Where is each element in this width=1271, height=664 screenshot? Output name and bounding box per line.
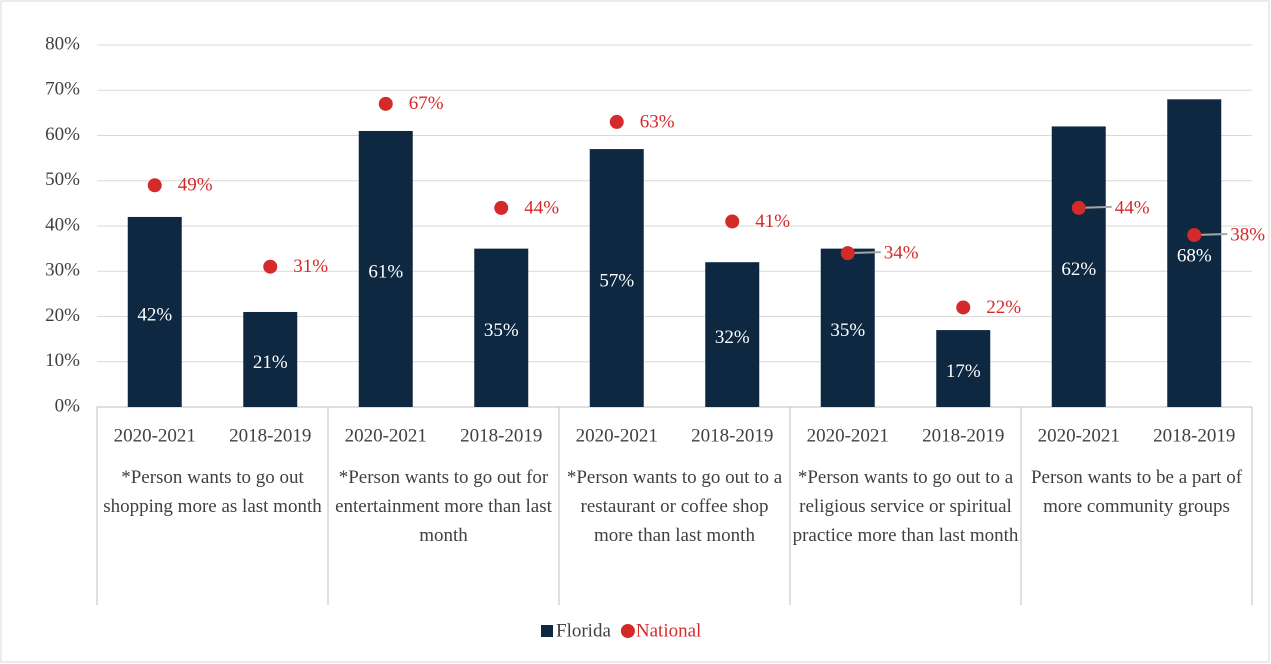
- dot: [494, 200, 509, 215]
- dot: [840, 246, 855, 261]
- bar-label: 61%: [368, 261, 403, 282]
- bar: [1051, 126, 1106, 407]
- bar: [936, 330, 991, 407]
- dot-label: 49%: [178, 175, 213, 196]
- dot-label: 44%: [1115, 197, 1150, 218]
- x-tick-label: 2018-2019: [922, 425, 1004, 446]
- x-tick-label: 2020-2021: [345, 425, 427, 446]
- y-tick-label: 20%: [45, 305, 80, 326]
- legend-label: National: [636, 620, 701, 641]
- y-tick-label: 80%: [45, 33, 80, 54]
- dot: [725, 214, 740, 229]
- y-tick-label: 10%: [45, 350, 80, 371]
- y-tick-label: 50%: [45, 169, 80, 190]
- bar-label: 32%: [715, 327, 750, 348]
- bar-label: 68%: [1177, 246, 1212, 267]
- dot: [378, 96, 393, 111]
- x-tick-label: 2020-2021: [576, 425, 658, 446]
- dot-label: 41%: [755, 211, 790, 232]
- dot: [1071, 200, 1086, 215]
- x-tick-label: 2018-2019: [460, 425, 542, 446]
- group-label: *Person wants to go out for entertainmen…: [335, 467, 552, 546]
- group-label: Person wants to be a part of more commun…: [1030, 467, 1243, 517]
- legend-label: Florida: [556, 620, 611, 641]
- legend-swatch: [541, 625, 553, 637]
- y-tick-label: 60%: [45, 124, 80, 145]
- bar-label: 35%: [484, 320, 519, 341]
- bar-label: 62%: [1061, 259, 1096, 280]
- bar: [589, 149, 644, 407]
- x-tick-label: 2018-2019: [229, 425, 311, 446]
- bar: [358, 130, 413, 407]
- bar-label: 21%: [253, 352, 288, 373]
- x-tick-label: 2020-2021: [1038, 425, 1120, 446]
- group-label: *Person wants to go out shopping more as…: [103, 467, 322, 517]
- dot-label: 67%: [409, 93, 444, 114]
- y-tick-label: 70%: [45, 79, 80, 100]
- legend-swatch: [620, 624, 635, 638]
- bar: [820, 248, 875, 407]
- dot-label: 63%: [640, 111, 675, 132]
- dot-label: 31%: [293, 256, 328, 277]
- group-label: *Person wants to go out to a religious s…: [792, 467, 1019, 546]
- dot: [1187, 228, 1202, 243]
- bar-label: 35%: [830, 320, 865, 341]
- dot: [263, 259, 278, 274]
- y-tick-label: 0%: [55, 395, 81, 416]
- bar: [474, 248, 529, 407]
- dot: [956, 300, 971, 315]
- bar-label: 42%: [137, 304, 172, 325]
- bar: [1167, 99, 1222, 408]
- bar: [127, 216, 182, 407]
- x-tick-label: 2020-2021: [114, 425, 196, 446]
- y-tick-label: 40%: [45, 214, 80, 235]
- bar: [243, 311, 298, 407]
- dot-label: 22%: [986, 297, 1021, 318]
- bar-label: 17%: [946, 361, 981, 382]
- bar-label: 57%: [599, 270, 634, 291]
- y-tick-label: 30%: [45, 260, 80, 281]
- bar: [705, 262, 760, 407]
- x-tick-label: 2018-2019: [691, 425, 773, 446]
- dot-label: 44%: [524, 197, 559, 218]
- x-tick-label: 2018-2019: [1153, 425, 1235, 446]
- group-label: *Person wants to go out to a restaurant …: [566, 467, 783, 546]
- dot-label: 34%: [884, 243, 919, 264]
- dot: [609, 114, 624, 129]
- x-tick-label: 2020-2021: [807, 425, 889, 446]
- dot-label: 38%: [1230, 224, 1265, 245]
- dot: [147, 178, 162, 193]
